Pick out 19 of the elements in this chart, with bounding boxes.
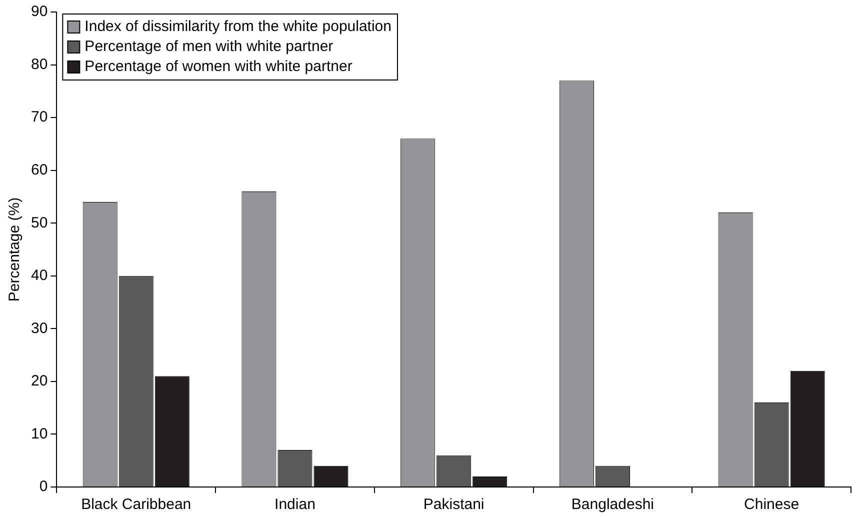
y-tick-label: 60	[30, 161, 48, 178]
x-tick-label: Chinese	[744, 496, 800, 514]
legend-label: Percentage of women with white partner	[84, 58, 352, 76]
y-tick-label: 30	[30, 320, 48, 337]
y-tick-label: 10	[30, 425, 48, 442]
y-tick-label: 40	[30, 267, 48, 284]
x-tick-label: Black Caribbean	[81, 496, 192, 514]
y-tick-label: 0	[39, 478, 48, 496]
x-tick-label: Bangladeshi	[571, 496, 654, 514]
y-tick-label: 20	[30, 372, 48, 390]
y-tick-label: 80	[30, 56, 48, 73]
legend-label: Percentage of men with white partner	[84, 38, 334, 56]
y-tick-label: 70	[30, 108, 48, 126]
x-tick-label: Pakistani	[423, 496, 484, 514]
x-tick-label: Indian	[274, 496, 316, 514]
legend-label: Index of dissimilarity from the white population	[84, 18, 392, 36]
y-axis-title: Percentage (%)	[6, 197, 24, 302]
y-tick-label: 50	[30, 214, 48, 232]
y-tick-label: 90	[30, 3, 48, 20]
